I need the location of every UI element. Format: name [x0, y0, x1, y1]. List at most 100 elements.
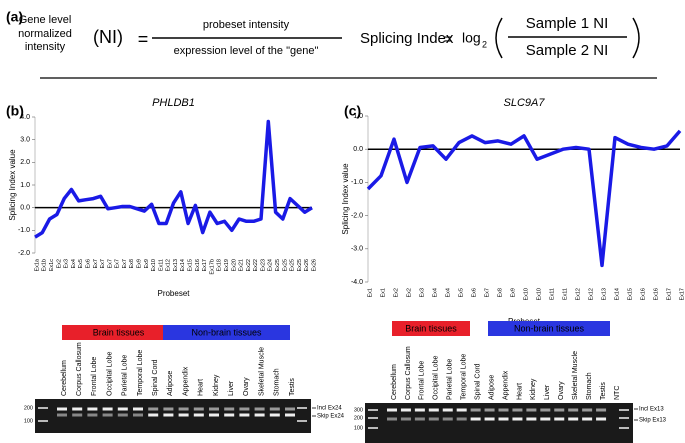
- x-tick-label: Ex17: [666, 288, 672, 301]
- x-tick-label: Ex1a: [34, 258, 40, 271]
- gel-band: [470, 408, 481, 412]
- gel-band: [72, 407, 83, 411]
- group-box: [392, 321, 470, 336]
- ladder-band: [38, 420, 48, 422]
- lane-label: Parietal Lobe: [122, 355, 129, 396]
- y-tick-label: -1.0: [18, 227, 30, 234]
- y-tick-label: 1.0: [353, 113, 363, 120]
- gel-band: [102, 407, 113, 411]
- x-tick-label: Ex26: [311, 259, 317, 272]
- lane-label: Heart: [198, 379, 205, 396]
- gel-band: [582, 408, 593, 412]
- gel-band: [178, 413, 189, 417]
- x-tick-label: Ex24: [268, 259, 274, 272]
- x-tick-label: Ex16: [653, 288, 659, 301]
- ladder-band: [619, 417, 629, 419]
- gel-band: [428, 408, 439, 412]
- x-tick-label: Ex1: [367, 288, 373, 297]
- gel-band: [224, 413, 235, 417]
- ladder-band: [38, 407, 48, 409]
- gel-band: [285, 407, 295, 411]
- x-tick-label: Ex10: [536, 288, 542, 301]
- gel-band: [456, 417, 467, 421]
- lane-label: Testis: [600, 382, 607, 400]
- gel-band: [568, 417, 579, 421]
- gel-band: [428, 417, 439, 421]
- x-tick-label: Ex10: [151, 259, 157, 272]
- x-tick-label: Ex15: [188, 259, 194, 272]
- gel-band: [387, 408, 397, 412]
- gel-band: [526, 408, 537, 412]
- x-tick-label: Ex12: [166, 259, 172, 272]
- panel-label: (b): [6, 103, 24, 119]
- ni-definition: intensity: [25, 41, 66, 53]
- x-tick-label: Ex1c: [49, 259, 55, 271]
- x-tick-label: Ex17: [202, 259, 208, 272]
- gel-band: [87, 413, 98, 417]
- lane-label: Skeletal Muscle: [572, 351, 579, 400]
- lane-label: Spinal Cord: [474, 363, 481, 400]
- gel-band: [163, 413, 174, 417]
- ladder-band: [619, 409, 629, 411]
- lane-label: Ovary: [243, 377, 250, 396]
- x-tick-label: Ex7: [100, 259, 106, 268]
- ni-definition: normalized: [18, 28, 72, 40]
- lane-label: Adipose: [167, 371, 174, 396]
- x-tick-label: Ex12: [588, 288, 594, 301]
- data-line: [366, 129, 682, 268]
- x-tick-label: Ex25: [282, 259, 288, 272]
- ladder-label: 200: [354, 415, 363, 421]
- gel-band: [512, 417, 523, 421]
- ni-symbol: (NI): [93, 27, 123, 47]
- ladder-band: [368, 409, 378, 411]
- lane-label: Corpus Callosum: [76, 342, 83, 396]
- ladder-band: [368, 427, 378, 429]
- numerator: probeset intensity: [203, 19, 290, 31]
- gel-band: [254, 413, 265, 417]
- x-tick-label: Ex25: [290, 259, 296, 272]
- x-tick-label: Ex13: [601, 288, 607, 301]
- data-line: [34, 119, 313, 239]
- lane-label: Ovary: [558, 381, 565, 400]
- x-tick-label: Ex20: [231, 259, 237, 272]
- x-tick-label: Ex25: [275, 259, 281, 272]
- x-tick-label: Ex16: [195, 259, 201, 272]
- group-box: [62, 325, 175, 340]
- x-tick-label: Ex19: [224, 259, 230, 272]
- ladder-band: [619, 427, 629, 429]
- band-label: Incl Ex13: [639, 407, 664, 413]
- ladder-band: [368, 417, 378, 419]
- gel-band: [133, 407, 143, 411]
- ladder-label: 300: [354, 407, 363, 413]
- gel-band: [442, 408, 453, 412]
- ladder-label: 200: [24, 405, 33, 411]
- x-tick-label: Ex6: [471, 288, 477, 297]
- gel-band: [72, 413, 83, 417]
- x-tick-label: Ex6: [85, 259, 91, 268]
- x-tick-label: Ex3: [419, 288, 425, 297]
- gel-band: [269, 413, 280, 417]
- group-label: Non-brain tissues: [514, 323, 585, 333]
- gel-band: [148, 413, 159, 417]
- y-tick-label: 4.0: [20, 114, 30, 121]
- group-box: [163, 325, 290, 340]
- x-tick-label: Ex18: [217, 259, 223, 272]
- gel-band: [133, 413, 143, 417]
- gel-band: [57, 407, 67, 411]
- lane-label: Liver: [228, 380, 235, 396]
- lane-label: Parietal Lobe: [447, 359, 454, 400]
- x-tick-label: Ex7: [484, 288, 490, 297]
- gel-band: [400, 417, 411, 421]
- x-tick-label: Ex16: [640, 288, 646, 301]
- x-tick-label: Ex14: [614, 288, 620, 301]
- x-tick-label: Ex1: [380, 288, 386, 297]
- gel-band: [470, 417, 481, 421]
- x-axis-label: Probeset: [157, 289, 190, 298]
- lane-label: Kidney: [530, 378, 537, 400]
- gel-band: [269, 407, 280, 411]
- gel-band: [163, 407, 174, 411]
- gel-band: [484, 408, 495, 412]
- x-tick-label: Ex10: [523, 288, 529, 301]
- lane-label: Appendix: [182, 366, 189, 396]
- chart-title: SLC9A7: [504, 97, 546, 109]
